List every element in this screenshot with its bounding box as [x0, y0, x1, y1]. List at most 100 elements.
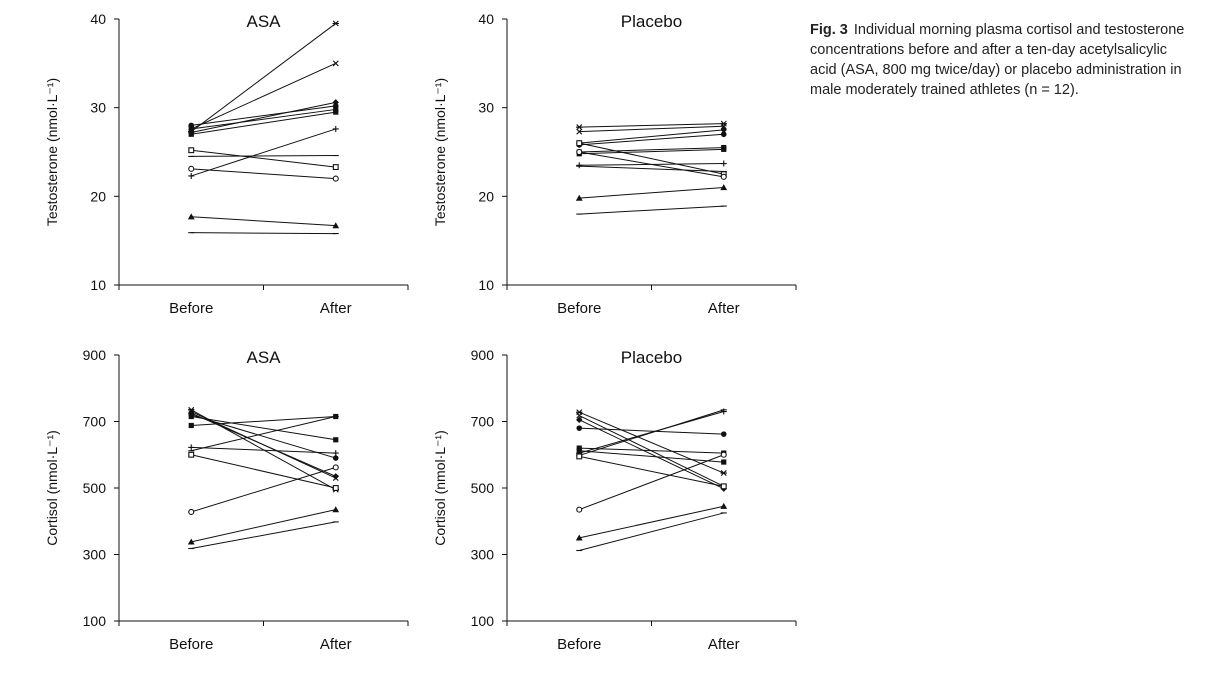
y-axis-label: Testosterone (nmol·L⁻¹) [432, 78, 448, 226]
data-point-before [576, 128, 583, 135]
data-point-after [720, 126, 727, 134]
y-axis-label: Cortisol (nmol·L⁻¹) [44, 430, 60, 546]
data-point-before [188, 165, 195, 172]
data-point-before [188, 444, 195, 451]
y-tick-label: 900 [83, 347, 107, 363]
data-point-after [332, 455, 339, 461]
series-line [579, 129, 724, 144]
series-S4 [576, 425, 727, 437]
series-line [579, 512, 724, 551]
data-point-after [720, 173, 727, 180]
series-line [191, 509, 336, 543]
asa-cortisol-panel: 100 300 500 700 900 Before After ASA Cortisol (n… [44, 347, 409, 653]
y-tick-label: 10 [90, 277, 106, 293]
series-line [579, 455, 724, 487]
asa-testosterone-panel: 10 20 30 40 Before After ASA Testosterone (nmol… [44, 11, 409, 317]
series-S7 [188, 125, 339, 179]
series-S6 [188, 109, 339, 137]
caption-label: Fig. 3 [810, 22, 848, 38]
series-line [579, 411, 724, 474]
series-line [191, 466, 336, 513]
series-line [191, 416, 336, 452]
data-point-before [188, 413, 194, 420]
series-line [191, 155, 336, 157]
data-point-after [721, 459, 727, 465]
series-S4 [576, 131, 727, 148]
series-S11 [575, 184, 728, 201]
data-point-before [188, 172, 195, 179]
series-line [579, 133, 724, 146]
data-point-before [188, 422, 194, 429]
series-S9 [188, 451, 339, 491]
x-tick-label-before: Before [557, 300, 601, 317]
data-point-after [333, 437, 339, 443]
series-S9 [188, 147, 339, 171]
data-point-before [576, 506, 583, 513]
data-point-before [187, 213, 195, 220]
y-tick-label: 40 [478, 11, 494, 27]
data-point-before [576, 124, 583, 131]
data-point-before [188, 147, 195, 154]
data-point-after [332, 506, 340, 513]
data-point-after [720, 160, 727, 167]
series-line [191, 412, 336, 477]
data-point-after [332, 485, 339, 491]
series-S10 [576, 451, 727, 513]
series-S9 [576, 453, 727, 490]
data-point-before [576, 140, 583, 147]
data-point-before [576, 425, 583, 431]
series-line [191, 232, 336, 235]
series-S11 [187, 506, 340, 545]
data-point-after [720, 470, 727, 477]
data-point-after [720, 431, 727, 437]
series-S11 [575, 502, 728, 541]
x-tick-label-after: After [320, 300, 352, 317]
series-S5 [188, 413, 339, 443]
x-tick-label-after: After [708, 300, 740, 317]
y-tick-label: 100 [83, 613, 107, 629]
series-S3 [576, 416, 727, 492]
series-line [191, 105, 336, 126]
series-line [579, 123, 724, 128]
series-line [579, 151, 724, 178]
series-line [579, 450, 724, 463]
series-line [579, 165, 724, 173]
series-line [191, 216, 336, 227]
series-line [579, 147, 724, 153]
series-line [579, 142, 724, 175]
series-line [191, 108, 336, 130]
series-line [579, 186, 724, 199]
series-S11 [187, 213, 340, 229]
y-tick-label: 20 [90, 188, 106, 204]
series-line [190, 23, 337, 133]
y-tick-label: 500 [83, 480, 107, 496]
data-point-before [188, 131, 194, 137]
data-point-before [188, 508, 195, 515]
panel-title: ASA [246, 12, 281, 31]
data-point-after [332, 164, 339, 171]
series-line [191, 62, 336, 130]
data-point-before [575, 534, 583, 541]
series-S12 [576, 205, 727, 215]
y-tick-label: 700 [83, 414, 107, 430]
y-tick-label: 900 [471, 347, 495, 363]
series-S10 [188, 464, 339, 515]
series-line [191, 101, 336, 133]
figure-caption: Fig. 3 Individual morning plasma cortisol… [810, 20, 1190, 100]
panel-title: Placebo [621, 12, 682, 31]
series-line [579, 505, 724, 539]
data-point-after [720, 184, 728, 191]
y-tick-label: 500 [471, 480, 495, 496]
series-S5 [188, 106, 339, 132]
data-point-after [332, 222, 340, 229]
data-point-before [576, 453, 583, 460]
data-point-before [188, 126, 194, 132]
series-S12 [188, 521, 339, 550]
data-point-after [721, 146, 727, 152]
y-tick-label: 30 [90, 100, 106, 116]
series-S2 [576, 123, 727, 135]
data-point-after [720, 451, 727, 458]
x-tick-label-after: After [320, 636, 352, 653]
series-line [191, 168, 336, 180]
